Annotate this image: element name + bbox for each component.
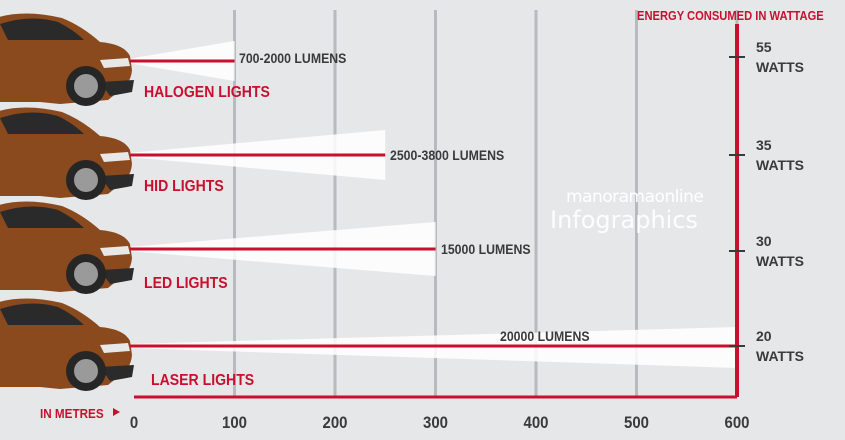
wattage-unit-0: WATTS <box>756 59 804 75</box>
lumens-label-1: 2500-3800 LUMENS <box>390 147 504 163</box>
axis-layer: ENERGY CONSUMED IN WATTAGE 55 WATTS 35 WATTS… <box>40 8 824 432</box>
car-1 <box>0 107 134 200</box>
wattage-unit-3: WATTS <box>756 348 804 364</box>
lumens-label-0: 700-2000 LUMENS <box>239 50 347 66</box>
car-window <box>0 112 84 134</box>
x-tick-label-100: 100 <box>222 414 247 432</box>
wattage-value-1: 35 <box>756 137 772 153</box>
lumens-label-2: 15000 LUMENS <box>441 241 531 257</box>
x-axis-title: IN METRES <box>40 406 104 421</box>
watermark-line2: Infographics <box>550 206 698 234</box>
x-tick-label-600: 600 <box>725 414 750 432</box>
car-window <box>0 206 84 228</box>
category-label-2: LED LIGHTS <box>144 274 228 292</box>
car-hub <box>74 359 98 383</box>
car-bumper <box>100 80 134 96</box>
car-window <box>0 303 84 325</box>
category-label-0: HALOGEN LIGHTS <box>144 83 270 101</box>
car-bumper <box>100 268 134 284</box>
car-2 <box>0 201 134 294</box>
labels-layer: 700-2000 LUMENS 2500-3800 LUMENS 15000 LUM… <box>144 50 590 389</box>
car-headlight <box>100 58 130 68</box>
watermark: manoramaonline Infographics <box>550 187 704 234</box>
wattage-axis-title: ENERGY CONSUMED IN WATTAGE <box>637 8 824 23</box>
cars-layer <box>0 13 134 391</box>
car-hub <box>74 168 98 192</box>
x-axis-arrow-icon <box>113 408 120 416</box>
wattage-value-2: 30 <box>756 233 772 249</box>
x-tick-label-400: 400 <box>524 414 549 432</box>
wattage-unit-2: WATTS <box>756 253 804 269</box>
wattage-unit-1: WATTS <box>756 157 804 173</box>
x-tick-label-500: 500 <box>624 414 649 432</box>
bars-layer <box>130 59 737 348</box>
car-hub <box>74 262 98 286</box>
car-bumper <box>100 174 134 190</box>
car-headlight <box>100 152 130 162</box>
car-headlight <box>100 343 130 353</box>
category-label-1: HID LIGHTS <box>144 177 224 195</box>
car-bumper <box>100 365 134 381</box>
car-hub <box>74 74 98 98</box>
watermark-line1: manoramaonline <box>566 187 703 207</box>
lumens-label-3: 20000 LUMENS <box>500 328 590 344</box>
car-window <box>0 18 84 40</box>
car-headlight <box>100 246 130 256</box>
car-0 <box>0 13 134 106</box>
car-3 <box>0 298 134 391</box>
x-tick-label-200: 200 <box>323 414 348 432</box>
wattage-value-3: 20 <box>756 328 772 344</box>
wattage-value-0: 55 <box>756 39 772 55</box>
x-tick-label-0: 0 <box>130 414 138 432</box>
category-label-3: LASER LIGHTS <box>151 371 254 389</box>
x-tick-label-300: 300 <box>423 414 448 432</box>
